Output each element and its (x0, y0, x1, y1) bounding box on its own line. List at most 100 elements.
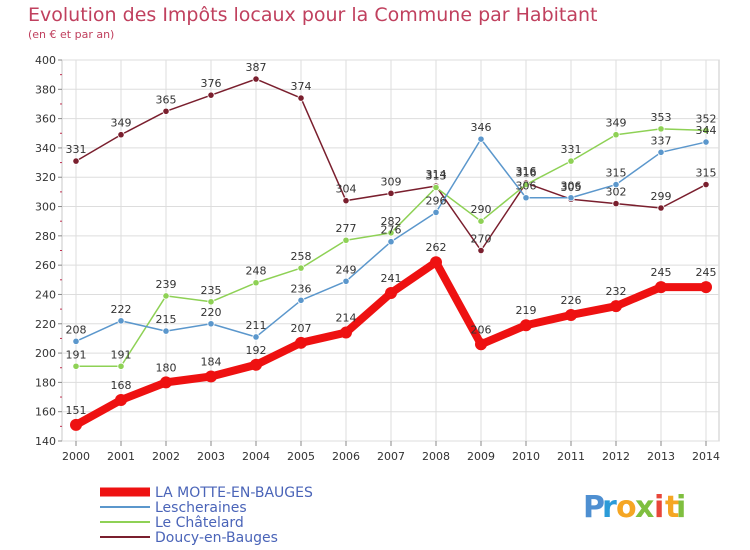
data-point (72, 362, 80, 370)
y-tick-label: 140 (35, 435, 56, 448)
data-point (72, 337, 80, 345)
data-label: 276 (381, 224, 402, 237)
data-label: 316 (516, 165, 537, 178)
data-label: 337 (651, 134, 672, 147)
data-label: 245 (651, 266, 672, 279)
chart-title: Evolution des Impôts locaux pour la Comm… (28, 4, 598, 26)
data-label: 239 (156, 278, 177, 291)
data-label: 305 (561, 181, 582, 194)
data-label: 302 (606, 186, 627, 199)
x-tick-label: 2008 (422, 450, 450, 463)
data-point (565, 308, 577, 321)
data-label: 349 (606, 117, 627, 130)
x-tick-label: 2002 (152, 450, 180, 463)
x-tick-label: 2014 (692, 450, 720, 463)
data-point (430, 256, 442, 269)
data-label: 245 (696, 266, 717, 279)
data-label: 315 (696, 167, 717, 180)
data-point (612, 200, 620, 208)
data-label: 258 (291, 250, 312, 263)
data-point (567, 194, 575, 202)
data-label: 235 (201, 284, 222, 297)
legend-label: Doucy-en-Bauges (155, 530, 278, 546)
data-point (657, 204, 665, 212)
data-label: 215 (156, 313, 177, 326)
data-point (252, 333, 260, 341)
data-point (700, 281, 712, 294)
data-point (117, 362, 125, 370)
y-tick-label: 340 (35, 142, 56, 155)
data-label: 232 (606, 285, 627, 298)
data-label: 207 (291, 322, 312, 335)
data-point (72, 157, 80, 165)
legend-label: Le Châtelard (155, 515, 244, 531)
y-tick-label: 300 (35, 201, 56, 214)
y-tick-label: 400 (35, 54, 56, 67)
x-tick-label: 2010 (512, 450, 540, 463)
data-point (205, 370, 217, 383)
data-label: 248 (246, 265, 267, 278)
data-point (70, 418, 82, 431)
y-tick-label: 280 (35, 230, 56, 243)
data-point (340, 326, 352, 339)
data-label: 220 (201, 306, 222, 319)
data-point (657, 125, 665, 133)
data-label: 365 (156, 93, 177, 106)
data-label: 309 (381, 175, 402, 188)
data-label: 352 (696, 112, 717, 125)
legend-label: Lescheraines (155, 500, 247, 516)
legend-label: LA MOTTE-EN-BAUGES (155, 485, 313, 501)
data-label: 262 (426, 241, 447, 254)
data-label: 387 (246, 61, 267, 74)
data-point (207, 298, 215, 306)
data-point (387, 229, 395, 237)
brand-letter: P (583, 490, 605, 525)
data-label: 296 (426, 194, 447, 207)
data-point (520, 319, 532, 332)
data-label: 236 (291, 282, 312, 295)
data-point (297, 296, 305, 304)
brand-letter: x (635, 490, 654, 525)
series-lescheraines: 208 222 215 220 211 236 249 276 296 346 306 306 315 3… (66, 121, 717, 345)
series-la-motte-en-bauges: 151 168 180 184 192 207 214 241 262 206 219 226 232 2… (66, 241, 717, 431)
data-label: 241 (381, 272, 402, 285)
data-point (475, 338, 487, 351)
x-tick-label: 2011 (557, 450, 585, 463)
data-point (297, 94, 305, 102)
data-label: 346 (471, 121, 492, 134)
data-point (612, 131, 620, 139)
data-point (252, 279, 260, 287)
data-point (657, 148, 665, 156)
data-point (655, 281, 667, 294)
data-label: 184 (201, 356, 222, 369)
data-point (702, 138, 710, 146)
data-label: 214 (336, 312, 357, 325)
data-point (522, 180, 530, 189)
data-point (387, 238, 395, 246)
data-point (477, 217, 485, 225)
y-tick-label: 180 (35, 376, 56, 389)
data-label: 180 (156, 361, 177, 374)
brand-letter: i (654, 490, 664, 525)
data-label: 314 (426, 168, 447, 181)
data-point (207, 91, 215, 99)
y-tick-label: 380 (35, 83, 56, 96)
data-point (250, 358, 262, 371)
data-point (162, 107, 170, 115)
data-point (295, 336, 307, 349)
brand-logo: Pr ox i ti (583, 490, 686, 525)
data-point (387, 189, 395, 197)
x-tick-label: 2003 (197, 450, 225, 463)
x-tick-label: 2000 (62, 450, 90, 463)
data-label: 353 (651, 111, 672, 124)
data-point (162, 292, 170, 300)
x-tick-label: 2009 (467, 450, 495, 463)
data-label: 299 (651, 190, 672, 203)
data-label: 315 (606, 167, 627, 180)
x-tick-label: 2005 (287, 450, 315, 463)
x-tick-label: 2013 (647, 450, 675, 463)
brand-letter: i (676, 490, 686, 525)
data-point (385, 286, 397, 299)
brand-letter: o (616, 490, 637, 525)
series-doucy-en-bauges: 331 349 365 376 387 374 304 309 314 270 316 305 302 2… (66, 61, 717, 255)
